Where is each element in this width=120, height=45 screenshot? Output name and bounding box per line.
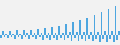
Bar	[5, 34, 7, 35]
Bar	[117, 35, 118, 40]
Bar	[49, 35, 51, 40]
Bar	[93, 15, 95, 35]
Bar	[118, 31, 120, 35]
Bar	[53, 35, 55, 38]
Bar	[19, 33, 21, 35]
Bar	[3, 35, 5, 36]
Bar	[99, 35, 101, 41]
Bar	[16, 30, 18, 35]
Bar	[65, 24, 67, 35]
Bar	[113, 35, 115, 42]
Bar	[2, 31, 3, 35]
Bar	[97, 31, 99, 35]
Bar	[9, 31, 11, 35]
Bar	[101, 12, 102, 35]
Bar	[0, 35, 2, 37]
Bar	[72, 22, 74, 35]
Bar	[79, 20, 81, 35]
Bar	[71, 35, 72, 40]
Bar	[111, 31, 113, 35]
Bar	[14, 35, 16, 39]
Bar	[106, 35, 108, 42]
Bar	[25, 35, 27, 37]
Bar	[51, 27, 53, 35]
Bar	[35, 35, 37, 39]
Bar	[46, 35, 48, 38]
Bar	[90, 32, 92, 35]
Bar	[23, 30, 25, 35]
Bar	[30, 30, 32, 35]
Bar	[41, 33, 42, 35]
Bar	[102, 35, 104, 39]
Bar	[81, 35, 83, 39]
Bar	[12, 34, 14, 35]
Bar	[92, 35, 93, 41]
Bar	[83, 32, 85, 35]
Bar	[11, 35, 12, 37]
Bar	[27, 33, 28, 35]
Bar	[88, 35, 90, 39]
Bar	[62, 32, 63, 35]
Bar	[32, 35, 33, 37]
Bar	[78, 35, 79, 41]
Bar	[33, 33, 35, 35]
Bar	[55, 33, 57, 35]
Bar	[95, 35, 97, 39]
Bar	[69, 32, 71, 35]
Bar	[85, 35, 87, 41]
Bar	[7, 35, 9, 38]
Bar	[67, 35, 69, 38]
Bar	[18, 35, 19, 37]
Bar	[48, 33, 49, 35]
Bar	[39, 35, 41, 37]
Bar	[74, 35, 76, 38]
Bar	[76, 32, 78, 35]
Bar	[108, 9, 109, 35]
Bar	[63, 35, 65, 40]
Bar	[21, 35, 23, 39]
Bar	[57, 35, 58, 40]
Bar	[60, 35, 62, 38]
Bar	[44, 28, 46, 35]
Bar	[42, 35, 44, 40]
Bar	[58, 26, 60, 35]
Bar	[37, 29, 39, 35]
Bar	[115, 5, 117, 35]
Bar	[104, 31, 106, 35]
Bar	[109, 35, 111, 39]
Bar	[87, 18, 88, 35]
Bar	[28, 35, 30, 39]
